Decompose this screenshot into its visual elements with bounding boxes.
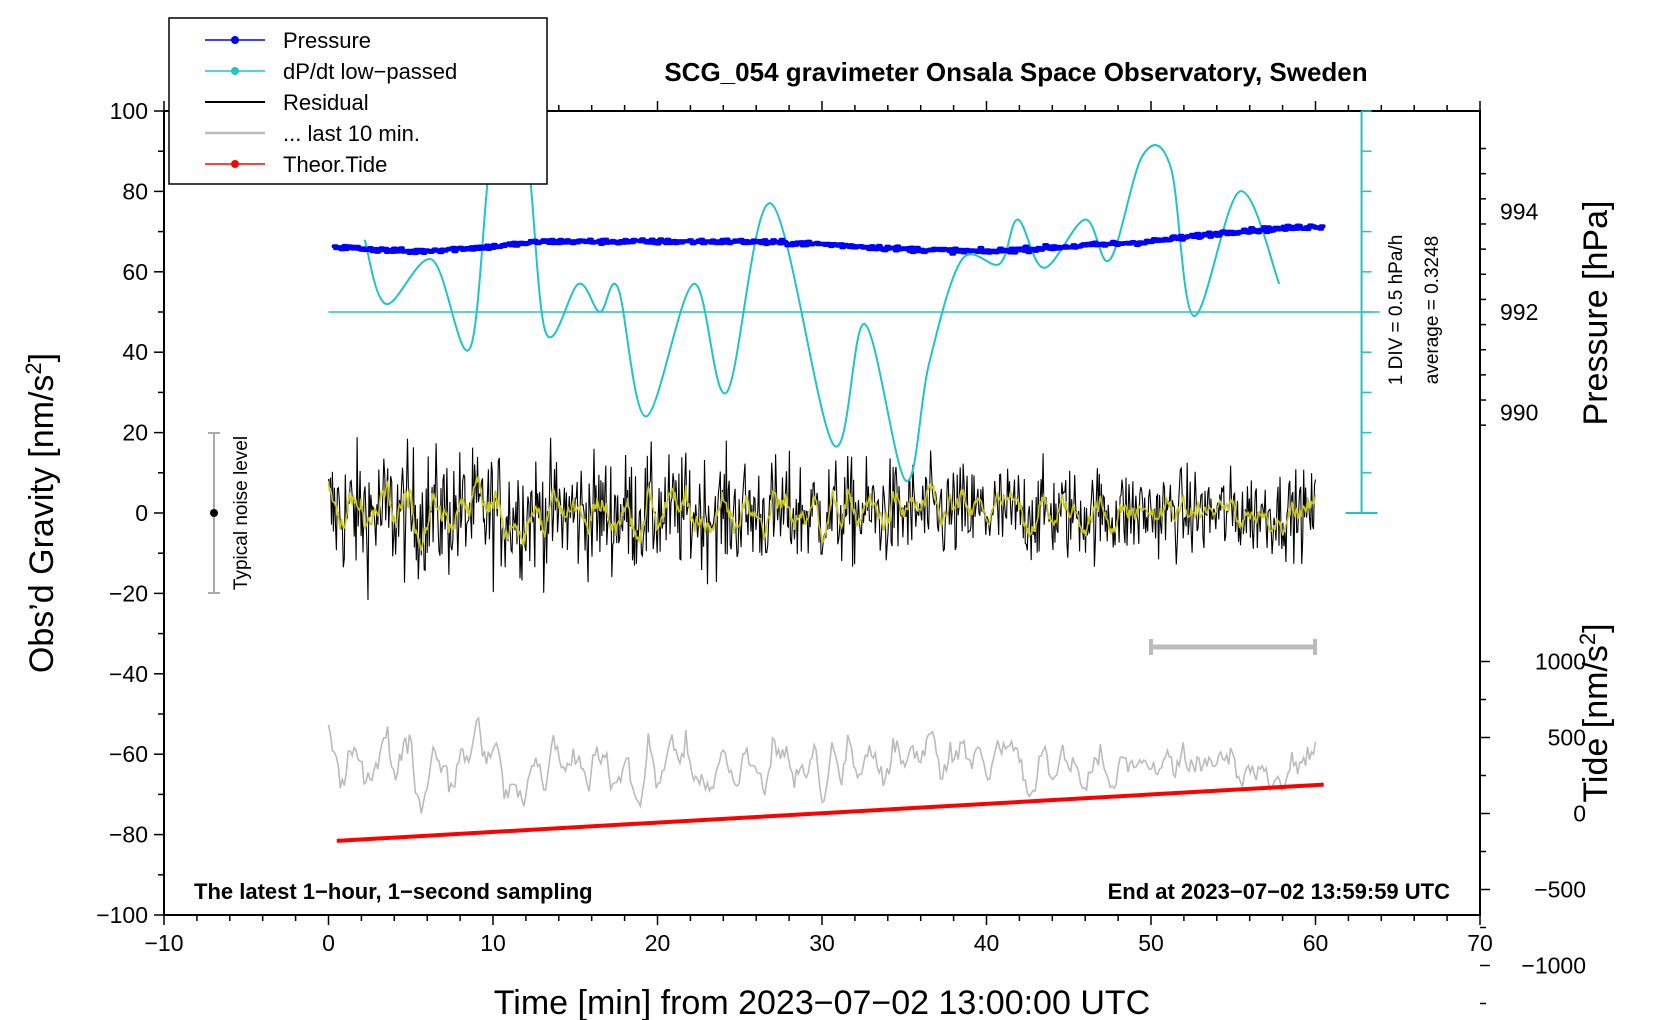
dpdt-scale-bar xyxy=(328,110,1380,514)
pressure-tick-label: 994 xyxy=(1500,198,1539,224)
theor-tide-series xyxy=(336,782,1324,843)
footer-left-text: The latest 1−hour, 1−second sampling xyxy=(194,879,593,904)
svg-text:Theor.Tide: Theor.Tide xyxy=(283,152,387,177)
x-tick-label: 10 xyxy=(480,930,506,956)
tide-tick-label: −500 xyxy=(1534,877,1586,903)
y-tick-label: 0 xyxy=(135,500,148,526)
footer-right-text: End at 2023−07−02 13:59:59 UTC xyxy=(1108,879,1451,904)
typical-noise-label: Typical noise level xyxy=(231,436,252,590)
y-tick-label: 100 xyxy=(110,98,148,124)
svg-text:... last 10 min.: ... last 10 min. xyxy=(283,121,420,146)
legend-item-theor-tide: Theor.Tide xyxy=(205,152,387,177)
legend-item-last-10-min: ... last 10 min. xyxy=(205,121,420,146)
legend-item-dpdt: dP/dt low−passed xyxy=(205,59,457,84)
legend-item-pressure: Pressure xyxy=(205,28,371,53)
pressure-tick-label: 990 xyxy=(1500,400,1538,426)
y-tick-label: 40 xyxy=(122,339,148,365)
residual-series xyxy=(327,437,1317,601)
pressure-axis-ticks: 994 992 990 xyxy=(1480,147,1539,426)
y-axis-ticks: 100 80 60 40 20 0 −20 −40 −60 −80 −100 xyxy=(96,98,164,928)
svg-text:dP/dt low−passed: dP/dt low−passed xyxy=(283,59,457,84)
x-axis-label: Time [min] from 2023−07−02 13:00:00 UTC xyxy=(494,984,1150,1020)
y-tick-label: −100 xyxy=(96,902,148,928)
legend-item-residual: Residual xyxy=(205,90,369,115)
typical-noise-marker xyxy=(208,432,220,594)
last-10-min-series xyxy=(327,716,1317,814)
dpdt-scale-label: 1 DIV = 0.5 hPa/h xyxy=(1386,235,1407,386)
y-axis-label: Obs’d Gravity [nm/s2] xyxy=(21,353,61,673)
y-tick-label: −20 xyxy=(109,580,148,606)
pressure-axis-label: Pressure [hPa] xyxy=(1577,201,1615,426)
x-tick-label: 40 xyxy=(974,930,1000,956)
tide-tick-label: 0 xyxy=(1573,801,1586,827)
svg-text:Pressure: Pressure xyxy=(283,28,371,53)
dpdt-average-label: average = 0.3248 xyxy=(1422,236,1443,384)
y-tick-label: 60 xyxy=(122,259,148,285)
x-tick-label: 60 xyxy=(1303,930,1329,956)
tide-axis-label: Tide [nm/s2] xyxy=(1575,623,1615,802)
tide-tick-label: −1000 xyxy=(1521,953,1586,979)
series-layer xyxy=(327,113,1326,843)
x-tick-label: −10 xyxy=(144,930,183,956)
y-tick-label: −60 xyxy=(109,741,148,767)
y-tick-label: −80 xyxy=(109,822,148,848)
chart-title: SCG_054 gravimeter Onsala Space Observat… xyxy=(664,57,1367,87)
pressure-tick-label: 992 xyxy=(1500,299,1538,325)
tide-tick-label: 500 xyxy=(1548,725,1586,751)
residual-smoothed-series xyxy=(327,475,1317,552)
legend: Pressure dP/dt low−passed Residual ... l… xyxy=(168,17,548,185)
x-tick-label: 30 xyxy=(809,930,835,956)
x-tick-label: 0 xyxy=(322,930,335,956)
x-tick-label: 20 xyxy=(645,930,671,956)
ten-minute-span-bar xyxy=(1149,639,1317,655)
x-tick-label: 70 xyxy=(1467,930,1493,956)
y-tick-label: 80 xyxy=(122,178,148,204)
x-tick-label: 50 xyxy=(1138,930,1164,956)
y-tick-label: 20 xyxy=(122,420,148,446)
svg-text:Residual: Residual xyxy=(283,90,369,115)
y-tick-label: −40 xyxy=(109,661,148,687)
pressure-series xyxy=(331,223,1326,256)
tide-tick-label: 1000 xyxy=(1535,649,1586,675)
